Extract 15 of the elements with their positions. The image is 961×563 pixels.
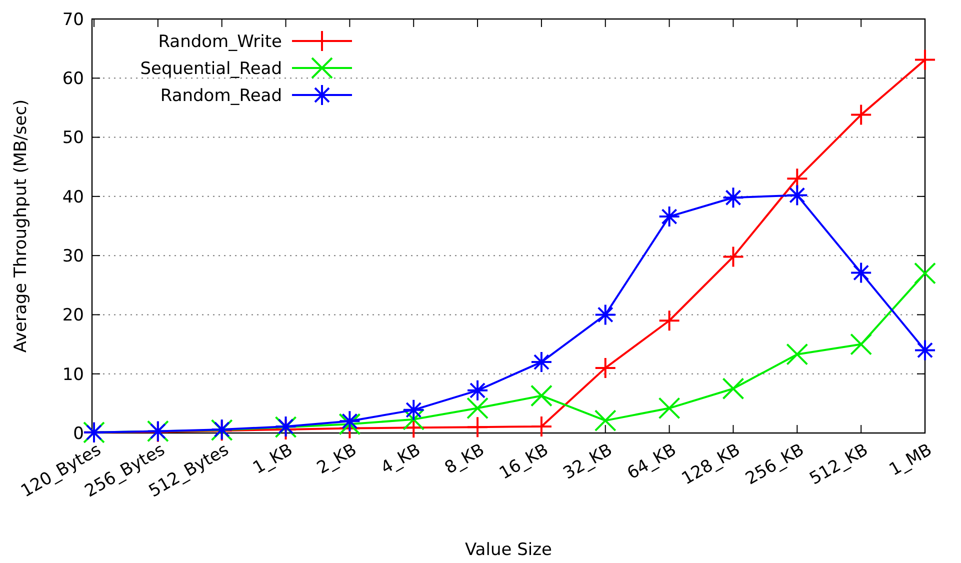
x-tick-label: 8_KB — [442, 440, 488, 478]
legend-label: Random_Read — [160, 86, 282, 106]
y-tick-label: 40 — [62, 187, 84, 208]
y-axis-title: Average Throughput (MB/sec) — [11, 99, 31, 353]
legend-label: Random_Write — [158, 32, 282, 52]
y-tick-label: 50 — [62, 128, 84, 148]
y-tick-label: 0 — [73, 424, 84, 444]
y-tick-label: 10 — [62, 364, 84, 385]
y-tick-label: 20 — [62, 306, 84, 326]
legend-label: Sequential_Read — [140, 58, 282, 79]
y-tick-label: 60 — [62, 69, 84, 90]
y-tick-label: 30 — [62, 246, 84, 267]
x-axis-title: Value Size — [465, 540, 552, 560]
y-tick-label: 70 — [62, 10, 84, 30]
x-tick-label: 4_KB — [378, 440, 424, 478]
